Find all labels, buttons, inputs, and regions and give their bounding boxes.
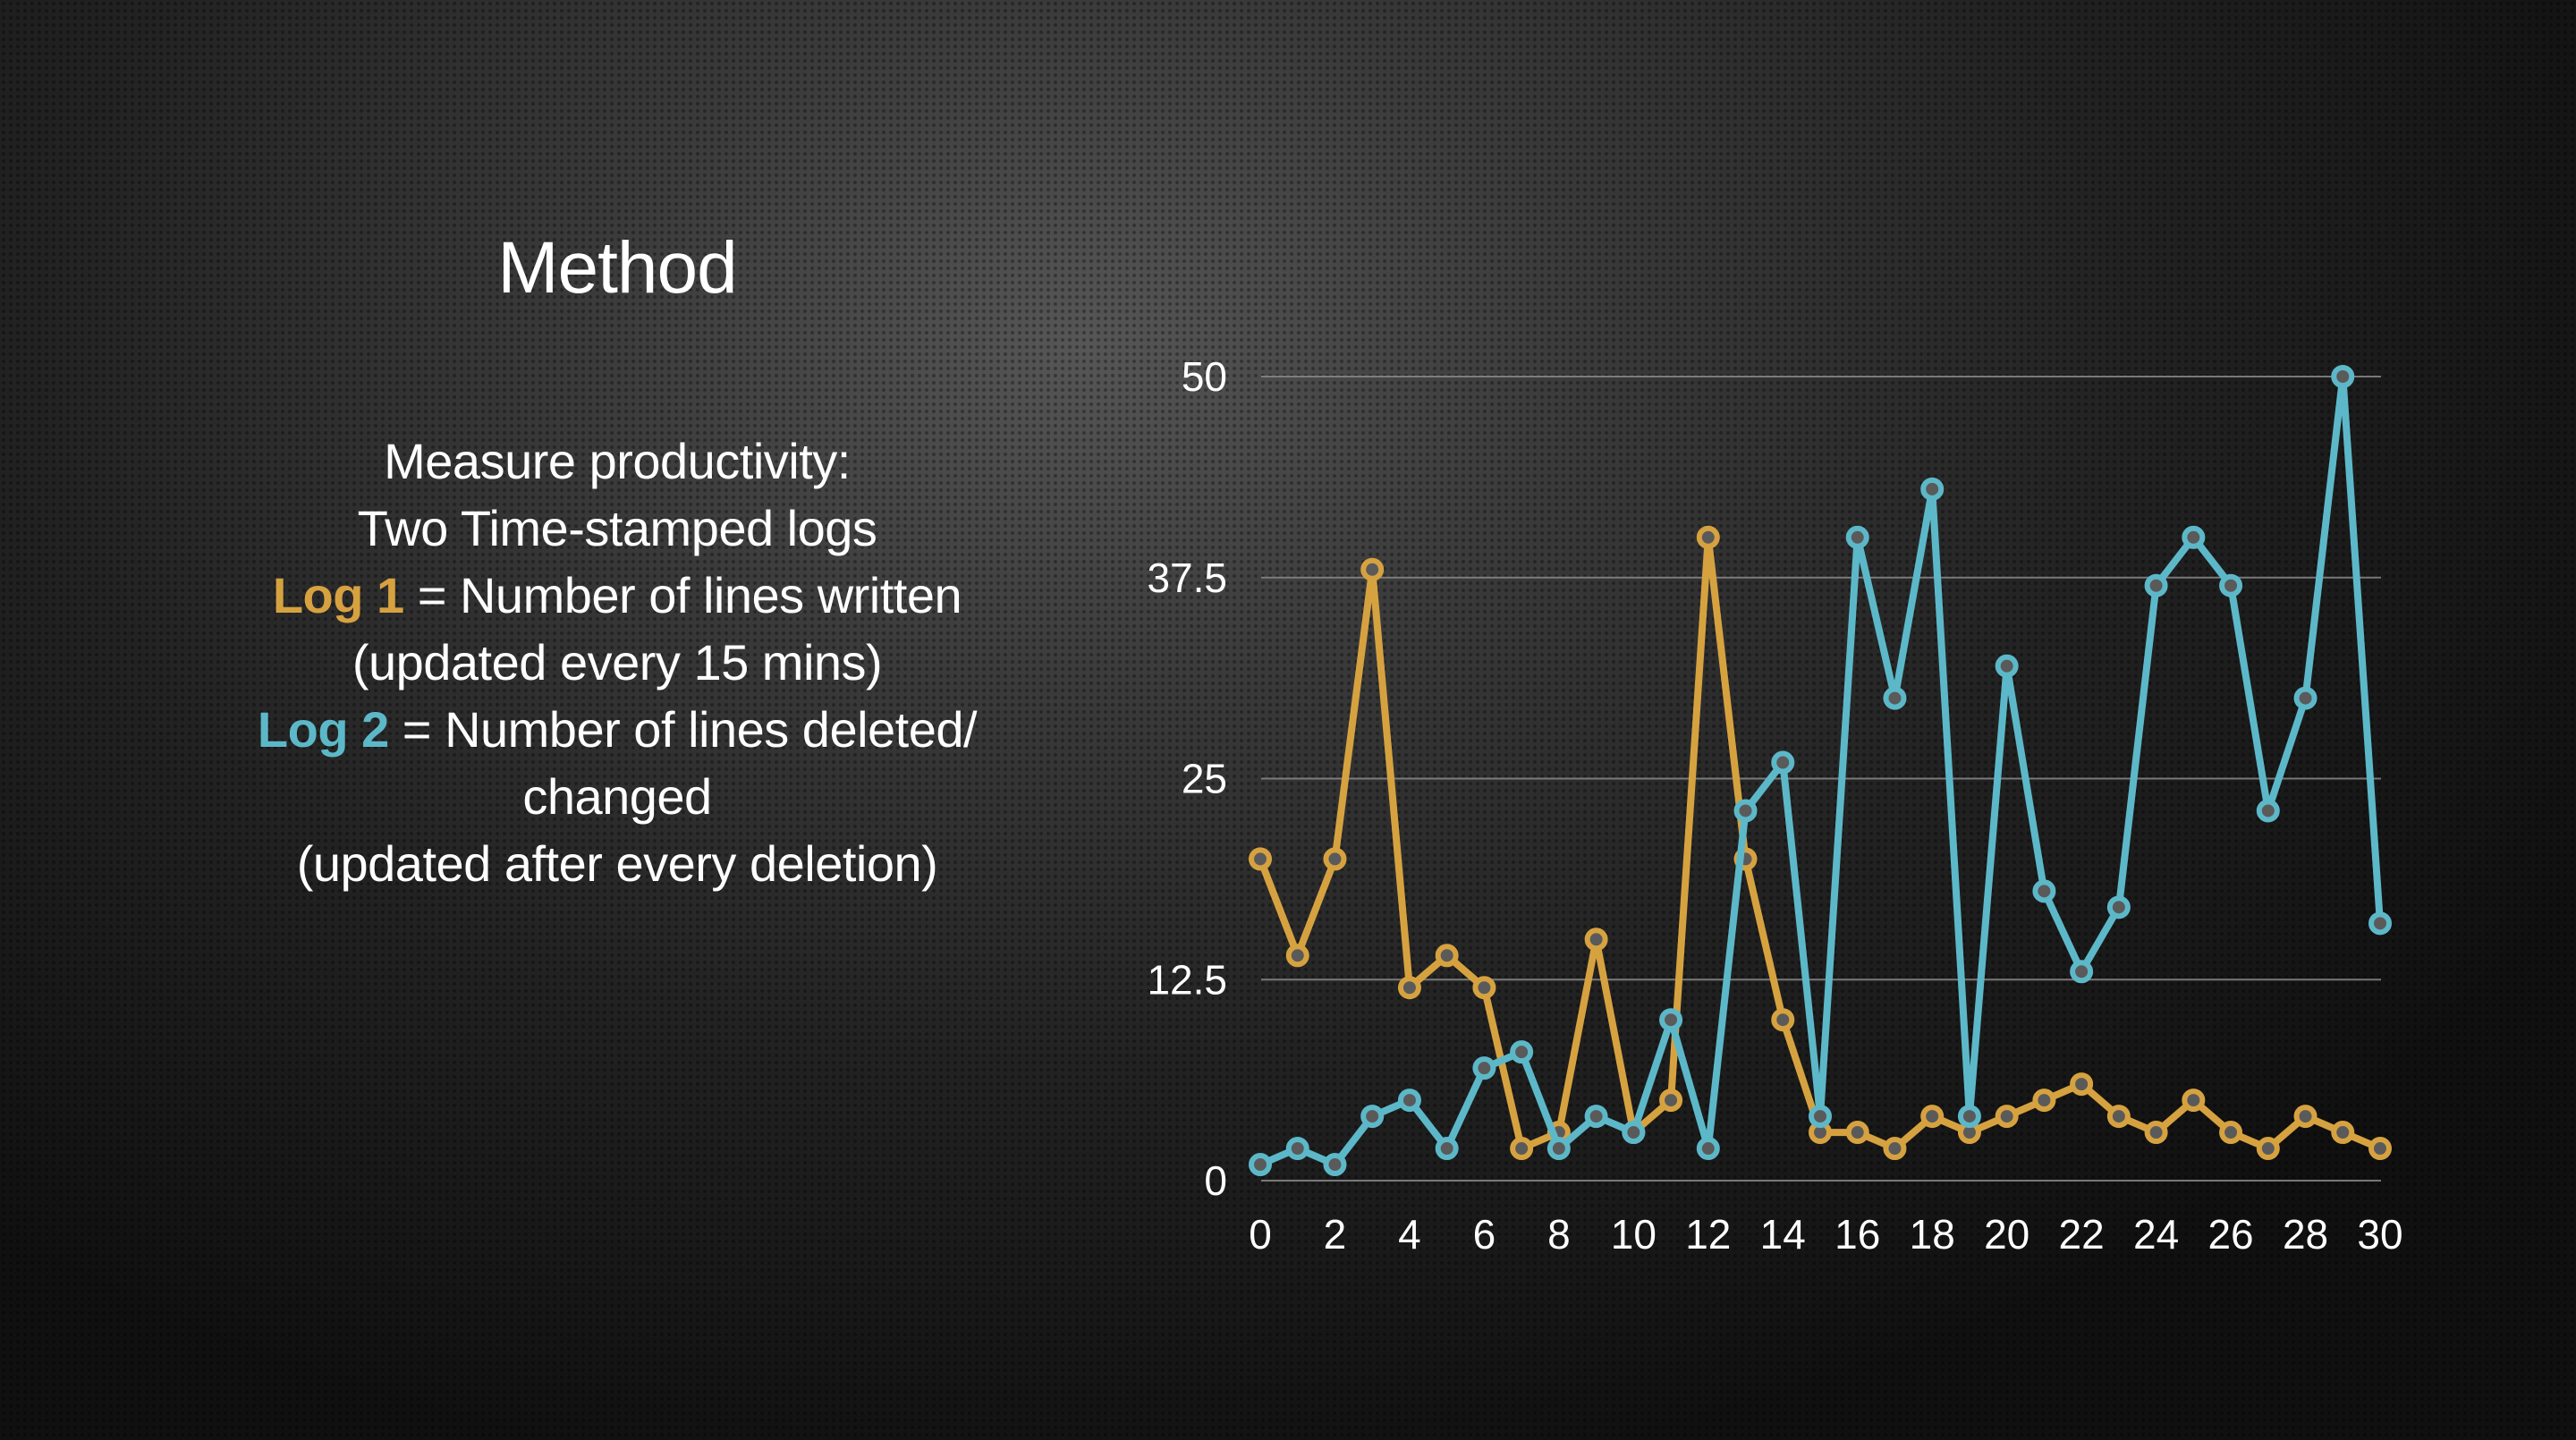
- data-point-log2-23: [2106, 895, 2131, 919]
- data-point-log1-1: [1285, 944, 1309, 968]
- description-line-2: Two Time-stamped logs: [357, 500, 877, 556]
- method-description: Measure productivity: Two Time-stamped l…: [125, 428, 1109, 897]
- x-tick-label-4: 8: [1547, 1211, 1571, 1258]
- x-tick-label-10: 20: [1984, 1211, 2029, 1258]
- data-point-log1-11: [1659, 1088, 1683, 1113]
- data-point-log2-1: [1285, 1137, 1309, 1161]
- data-point-log1-20: [1995, 1105, 2019, 1129]
- data-point-log2-3: [1360, 1105, 1385, 1129]
- log2-note: (updated after every deletion): [296, 835, 938, 892]
- data-point-log2-5: [1435, 1137, 1459, 1161]
- data-point-log1-3: [1360, 557, 1385, 581]
- log1-label: Log 1: [272, 567, 404, 623]
- data-point-log2-17: [1883, 686, 1907, 710]
- x-tick-label-2: 4: [1398, 1211, 1421, 1258]
- data-point-log1-27: [2256, 1137, 2280, 1161]
- x-tick-label-1: 2: [1324, 1211, 1347, 1258]
- data-point-log2-18: [1920, 477, 1945, 501]
- log2-label: Log 2: [257, 701, 389, 758]
- x-tick-label-8: 16: [1835, 1211, 1880, 1258]
- data-point-log1-24: [2144, 1121, 2168, 1145]
- data-point-log2-2: [1323, 1153, 1347, 1177]
- log1-text: = Number of lines written: [403, 567, 962, 623]
- data-point-log1-17: [1883, 1137, 1907, 1161]
- x-tick-label-5: 10: [1611, 1211, 1657, 1258]
- data-point-log2-27: [2256, 799, 2280, 823]
- data-point-log2-16: [1845, 525, 1869, 549]
- data-point-log2-7: [1510, 1040, 1534, 1064]
- data-point-log1-26: [2219, 1121, 2243, 1145]
- x-tick-label-7: 14: [1760, 1211, 1806, 1258]
- data-point-log2-9: [1584, 1105, 1608, 1129]
- data-point-log1-22: [2070, 1072, 2094, 1097]
- y-tick-label-0: 0: [1204, 1157, 1227, 1204]
- data-point-log2-4: [1397, 1088, 1421, 1113]
- log2-text: = Number of lines deleted/: [388, 701, 978, 758]
- data-point-log2-24: [2144, 573, 2168, 597]
- description-line-1: Measure productivity:: [384, 433, 851, 489]
- data-point-log2-6: [1472, 1056, 1496, 1080]
- log1-note: (updated every 15 mins): [352, 634, 883, 690]
- data-point-log1-30: [2368, 1137, 2392, 1161]
- log2-description: Log 2 = Number of lines deleted/: [125, 696, 1109, 763]
- x-tick-label-6: 12: [1685, 1211, 1731, 1258]
- log1-description: Log 1 = Number of lines written: [125, 562, 1109, 629]
- data-point-log1-16: [1845, 1121, 1869, 1145]
- data-point-log2-22: [2070, 960, 2094, 984]
- data-point-log2-26: [2219, 573, 2243, 597]
- data-point-log1-21: [2032, 1088, 2056, 1113]
- data-point-log1-18: [1920, 1105, 1945, 1129]
- y-tick-label-2: 25: [1182, 756, 1227, 802]
- data-point-log1-14: [1771, 1008, 1795, 1032]
- data-point-log2-12: [1696, 1137, 1720, 1161]
- data-point-log1-7: [1510, 1137, 1534, 1161]
- data-point-log2-30: [2368, 911, 2392, 936]
- y-tick-label-1: 12.5: [1147, 956, 1227, 1003]
- data-point-log1-0: [1249, 847, 1272, 871]
- data-point-log1-9: [1584, 928, 1608, 952]
- y-tick-label-3: 37.5: [1147, 555, 1227, 601]
- log2-text-continued: changed: [522, 768, 712, 825]
- x-tick-label-11: 22: [2059, 1211, 2105, 1258]
- data-point-log2-29: [2331, 365, 2355, 388]
- x-tick-label-15: 30: [2357, 1211, 2402, 1258]
- data-point-log2-15: [1809, 1105, 1832, 1129]
- data-point-log2-25: [2182, 525, 2206, 549]
- x-tick-label-9: 18: [1910, 1211, 1955, 1258]
- data-point-log2-28: [2293, 686, 2318, 710]
- data-point-log2-10: [1622, 1121, 1646, 1145]
- data-point-log1-6: [1472, 976, 1496, 1000]
- slide-title: Method: [497, 227, 738, 309]
- data-point-log1-2: [1323, 847, 1347, 871]
- data-point-log1-12: [1696, 525, 1720, 549]
- data-point-log1-25: [2182, 1088, 2206, 1113]
- data-point-log2-14: [1771, 750, 1795, 775]
- y-tick-label-4: 50: [1182, 353, 1227, 400]
- data-point-log2-21: [2032, 879, 2056, 903]
- data-point-log1-23: [2106, 1105, 2131, 1129]
- x-tick-label-14: 28: [2283, 1211, 2328, 1258]
- data-point-log1-28: [2293, 1105, 2318, 1129]
- data-point-log2-0: [1249, 1153, 1272, 1177]
- data-point-log2-8: [1546, 1137, 1571, 1161]
- series-line-log2: [1257, 373, 2384, 1168]
- x-tick-label-12: 24: [2133, 1211, 2179, 1258]
- data-point-log2-11: [1659, 1008, 1683, 1032]
- data-point-log2-13: [1733, 799, 1758, 823]
- data-point-log2-20: [1995, 654, 2019, 678]
- data-point-log2-19: [1957, 1105, 1981, 1129]
- series-line-log1: [1257, 533, 2384, 1152]
- x-tick-label-0: 0: [1249, 1211, 1272, 1258]
- x-tick-label-3: 6: [1473, 1211, 1496, 1258]
- data-point-log1-29: [2331, 1121, 2355, 1145]
- data-point-log1-5: [1435, 944, 1459, 968]
- x-tick-label-13: 26: [2207, 1211, 2253, 1258]
- data-point-log1-4: [1397, 976, 1421, 1000]
